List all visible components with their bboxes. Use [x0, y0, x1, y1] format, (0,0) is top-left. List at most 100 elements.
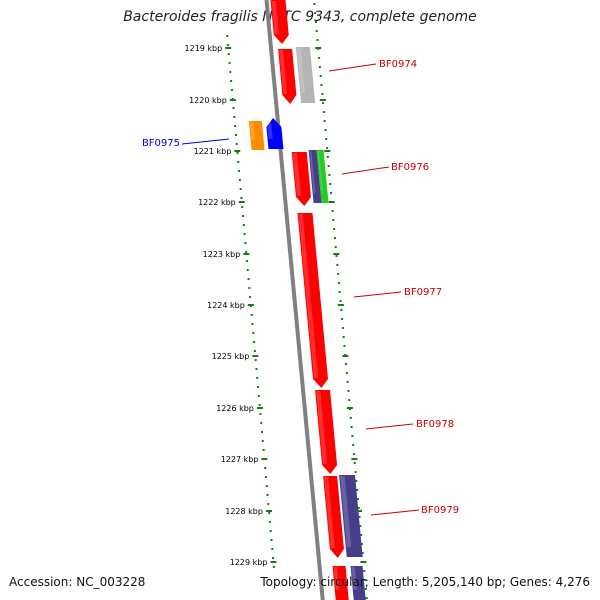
track-dot [242, 215, 245, 217]
track-dot [268, 512, 271, 514]
track-dot [360, 543, 363, 545]
track-dot [322, 102, 325, 104]
track-dot [321, 93, 324, 95]
gene-arrow-bf0974-body [278, 49, 297, 104]
track-dot [329, 192, 332, 194]
tick-mark [261, 458, 268, 460]
track-dot [232, 107, 235, 109]
gene-arrow-top [270, 0, 289, 44]
track-dot [326, 147, 329, 149]
track-dot [236, 152, 239, 154]
track-dot [257, 395, 260, 397]
gene-arrow-bf0975-body [266, 118, 284, 149]
map-title: Bacteroides fragilis NCTC 9343, complete… [123, 9, 477, 25]
genome-summary: Topology: circular; Length: 5,205,140 bp… [260, 575, 590, 589]
track-dot [353, 462, 356, 464]
gene-arrow-green-shine [317, 151, 324, 193]
track-dot [249, 296, 252, 298]
tick-mark [324, 150, 331, 152]
track-dot [255, 368, 258, 370]
gene-arrow-green-body [316, 150, 329, 203]
track-dot [229, 71, 232, 73]
track-dot [252, 332, 255, 334]
gene-label-bf0979-leader [370, 509, 420, 516]
track-dot [331, 210, 334, 212]
gene-arrow-bf0977-body [297, 213, 329, 388]
gene-label-bf0978-leader [365, 423, 414, 430]
gene-arrow-purple-b-body [339, 475, 363, 557]
track-dot [364, 588, 367, 590]
gene-arrow-bf0974 [278, 49, 297, 104]
track-dot [337, 273, 340, 275]
gene-arrow-bf0979 [323, 476, 344, 558]
gene-arrow-bottom-red [332, 566, 349, 600]
track-dot [234, 125, 237, 127]
tick-mark [351, 458, 358, 460]
gene-arrow-orange-shine [249, 122, 256, 140]
gene-arrow-bf0979-shine [324, 477, 335, 548]
track-dot [226, 44, 229, 46]
track-dot [261, 440, 264, 442]
tick-label: 1224 kbp [207, 301, 245, 310]
track-dot [351, 435, 354, 437]
track-dot [228, 62, 231, 64]
tick-label: 1222 kbp [198, 198, 236, 207]
tick-label: 1220 kbp [189, 96, 227, 105]
track-dot [261, 431, 264, 433]
track-dot [339, 300, 342, 302]
gene-arrow-bf0976-body [291, 152, 311, 206]
tick-mark [328, 201, 335, 203]
track-dot [352, 444, 355, 446]
accession-label: Accession: NC_003228 [9, 575, 146, 589]
gene-arrow-bf0976-shine [292, 153, 302, 196]
track-dot [319, 75, 322, 77]
track-dot [360, 534, 363, 536]
track-dot [253, 350, 256, 352]
tick-mark [346, 407, 353, 409]
track-dot [342, 336, 345, 338]
track-dot [345, 372, 348, 374]
track-dot [268, 521, 271, 523]
tick-mark [243, 253, 250, 255]
track-dot [258, 404, 261, 406]
tick-label: 1219 kbp [185, 44, 223, 53]
gene-arrow-orange-body [248, 121, 265, 150]
track-dot [336, 264, 339, 266]
gene-label-bf0976-leader [341, 166, 390, 175]
track-dot [356, 489, 359, 491]
track-dot [241, 206, 244, 208]
track-dot [247, 278, 250, 280]
track-dot [347, 390, 350, 392]
gene-arrow-bf0978 [315, 390, 338, 474]
track-dot [256, 377, 259, 379]
track-dot [350, 426, 353, 428]
track-dot [248, 287, 251, 289]
track-dot [227, 53, 230, 55]
track-dot [341, 318, 344, 320]
track-dot [355, 480, 358, 482]
track-dot [266, 494, 269, 496]
track-dot [349, 417, 352, 419]
gene-arrow-purple-a-shine [309, 151, 316, 193]
gene-arrow-top-shine [271, 1, 279, 34]
gene-arrow-bf0974-shine [279, 50, 288, 94]
track-dot [267, 503, 270, 505]
track-dot [343, 345, 346, 347]
gene-arrow-orange [248, 121, 265, 150]
track-dot [271, 548, 274, 550]
track-dot [250, 314, 253, 316]
track-dot [361, 552, 364, 554]
tick-label: 1223 kbp [203, 250, 241, 259]
gene-arrow-bf0977-shine [298, 214, 319, 378]
track-dot [346, 381, 349, 383]
track-dot [314, 12, 317, 14]
track-dot [238, 179, 241, 181]
gene-arrow-grey-body [295, 47, 316, 103]
gene-arrow-bf0976 [291, 152, 311, 206]
tick-mark [252, 355, 259, 357]
track-dot [322, 111, 325, 113]
gene-label-bf0977: BF0977 [404, 287, 442, 298]
tick-mark [270, 561, 277, 563]
